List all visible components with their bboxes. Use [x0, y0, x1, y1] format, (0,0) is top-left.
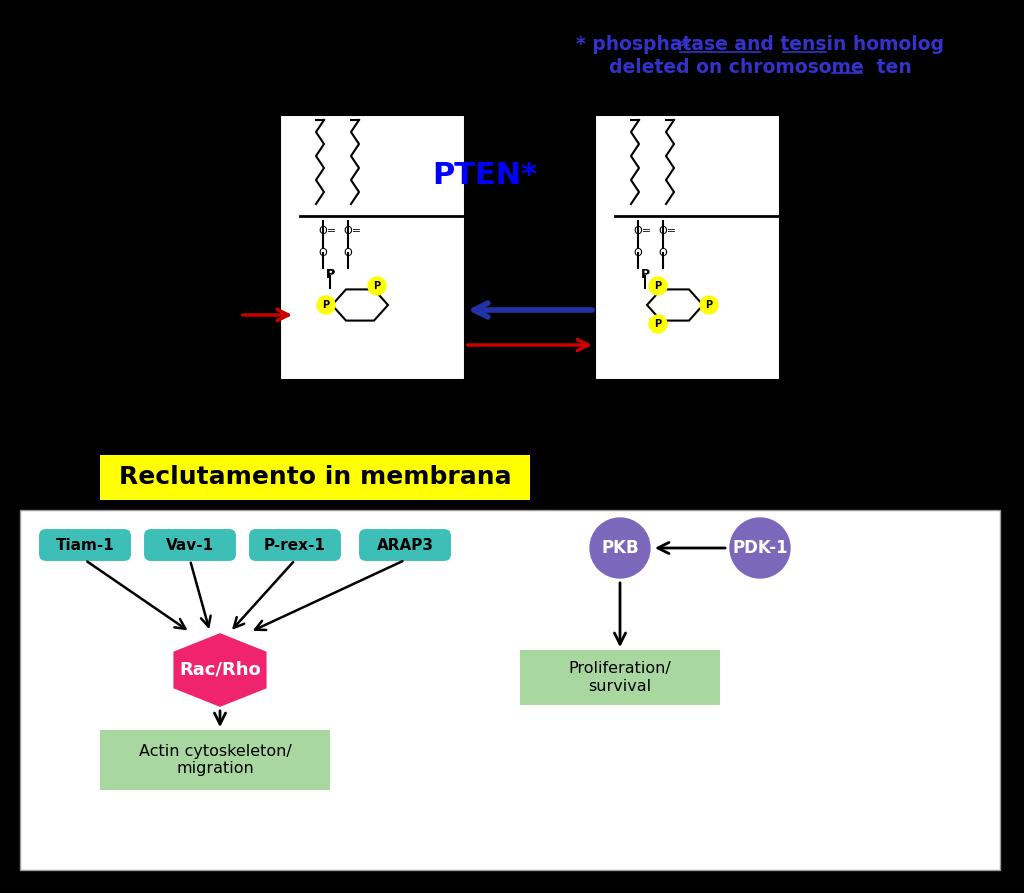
- FancyBboxPatch shape: [248, 528, 342, 562]
- Text: O: O: [633, 248, 642, 258]
- Text: P: P: [326, 268, 335, 281]
- Circle shape: [700, 296, 718, 314]
- Polygon shape: [172, 632, 267, 708]
- Text: Actin cytoskeleton/
migration: Actin cytoskeleton/ migration: [138, 744, 292, 776]
- Text: Proliferation/
survival: Proliferation/ survival: [568, 662, 672, 694]
- Text: Vav-1: Vav-1: [166, 538, 214, 553]
- Text: O=: O=: [633, 226, 651, 236]
- Circle shape: [368, 277, 386, 295]
- Text: *: *: [680, 38, 697, 57]
- Text: O=: O=: [343, 226, 361, 236]
- Text: deleted on chromosome  ten: deleted on chromosome ten: [608, 58, 911, 77]
- Text: Reclutamento in membrana: Reclutamento in membrana: [119, 465, 511, 489]
- Text: P: P: [323, 300, 330, 310]
- Text: P: P: [706, 300, 713, 310]
- FancyBboxPatch shape: [38, 528, 132, 562]
- Bar: [595, 115, 780, 380]
- Bar: [100, 455, 530, 500]
- Circle shape: [590, 518, 650, 578]
- Text: P-rex-1: P-rex-1: [264, 538, 326, 553]
- FancyBboxPatch shape: [358, 528, 452, 562]
- Text: O: O: [318, 248, 327, 258]
- Text: * phosphatase and tensin homolog: * phosphatase and tensin homolog: [575, 35, 944, 54]
- Bar: [20, 510, 1000, 870]
- Text: O: O: [658, 248, 667, 258]
- Text: Tiam-1: Tiam-1: [55, 538, 115, 553]
- Bar: [100, 730, 330, 790]
- Text: P: P: [374, 281, 381, 291]
- Text: PTEN*: PTEN*: [432, 161, 538, 189]
- Text: O: O: [343, 248, 352, 258]
- Circle shape: [317, 296, 335, 314]
- Text: P: P: [326, 268, 335, 281]
- Text: PDK-1: PDK-1: [732, 539, 787, 557]
- Bar: [520, 650, 720, 705]
- Text: P: P: [640, 268, 649, 281]
- Text: P: P: [654, 281, 662, 291]
- Circle shape: [649, 315, 667, 333]
- FancyBboxPatch shape: [143, 528, 237, 562]
- Text: Rac/Rho: Rac/Rho: [179, 661, 261, 679]
- Text: O=: O=: [658, 226, 676, 236]
- Text: O=: O=: [318, 226, 336, 236]
- Bar: [280, 115, 465, 380]
- Text: ARAP3: ARAP3: [377, 538, 433, 553]
- Circle shape: [649, 277, 667, 295]
- Text: PKB: PKB: [601, 539, 639, 557]
- Text: P: P: [654, 319, 662, 329]
- Circle shape: [730, 518, 790, 578]
